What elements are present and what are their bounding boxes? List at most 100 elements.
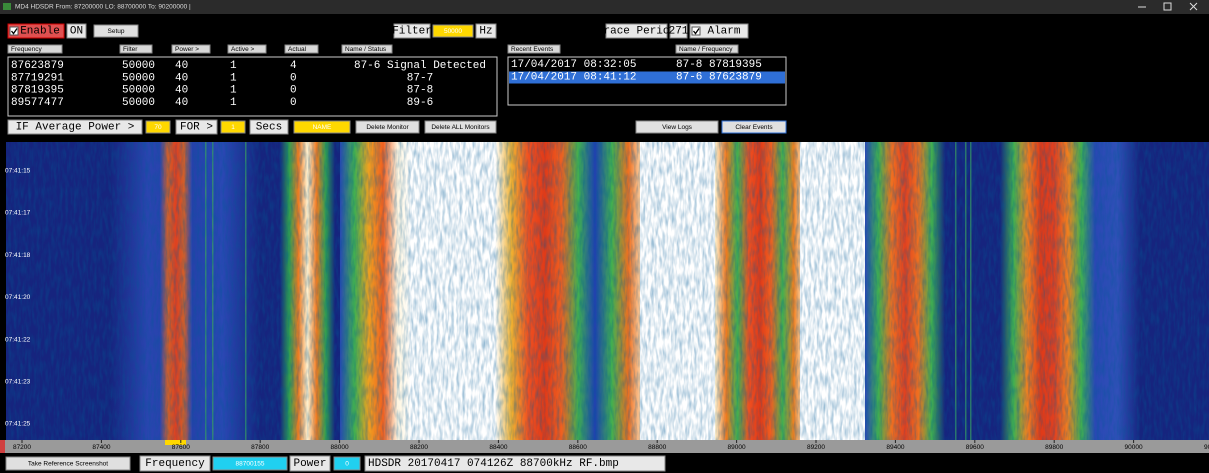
column-header-text: Actual [288, 46, 307, 53]
monitor-cell: 89577477 [11, 97, 64, 109]
freq-tick-label: 90200 [1204, 444, 1209, 451]
clear-events-button-text: Clear Events [735, 124, 773, 131]
time-label: 07:41:22 [5, 336, 31, 343]
delete-monitor-button[interactable]: Delete Monitor [355, 120, 420, 134]
clear-events-button-bg [721, 120, 787, 134]
filter-label: Filter [392, 23, 432, 39]
monitor-list[interactable] [7, 56, 498, 117]
check-mark[interactable] [692, 28, 700, 35]
freq-tick-label: 88800 [648, 444, 666, 451]
column-header-text: Active > [231, 46, 255, 53]
screenshot-button[interactable]: Take Reference Screenshot [5, 456, 131, 471]
hz-label-text: Hz [479, 26, 492, 38]
if-power-label: IF Average Power > [7, 119, 143, 135]
setup-button-text: Setup [108, 28, 125, 35]
power-label-bg [289, 455, 331, 472]
filter-label-text: Filter [392, 26, 432, 38]
tuned-marker[interactable] [165, 440, 186, 445]
monitor-cell: 1 [230, 97, 237, 109]
grace-value[interactable]: 271 [669, 23, 689, 39]
events-header-bg [507, 44, 561, 54]
filter-value[interactable]: 50000 [432, 24, 474, 38]
column-header-text: Power > [175, 46, 199, 53]
view-logs-button[interactable]: View Logs [635, 120, 719, 134]
freq-tick-label: 88000 [331, 444, 349, 451]
for-label-text: FOR > [180, 122, 213, 134]
check-mark[interactable] [10, 28, 18, 35]
setup-button[interactable]: Setup [93, 24, 139, 38]
events-header-bg [675, 44, 739, 54]
monitor-cell: 87719291 [11, 72, 64, 84]
name-input[interactable]: NAME [293, 120, 351, 134]
freq-tick-label: 89200 [807, 444, 825, 451]
freq-tick-label: 89800 [1045, 444, 1063, 451]
window-controls[interactable] [1138, 2, 1198, 11]
column-header-text: Filter [123, 46, 138, 53]
if-power-label-text: IF Average Power > [16, 122, 135, 134]
alarm-toggle-bg [689, 23, 749, 39]
monitor-cell: 50000 [122, 85, 155, 97]
monitor-cell: 50000 [122, 72, 155, 84]
close[interactable] [1189, 2, 1198, 11]
power-threshold[interactable]: 70 [145, 120, 171, 134]
freq-tick-label: 89000 [728, 444, 746, 451]
grace-value-text: 271 [669, 26, 689, 38]
clear-events-button[interactable]: Clear Events [721, 120, 787, 134]
power-value: 0 [333, 456, 361, 471]
window-title: MD4 HDSDR From: 87200000 LO: 88700000 To… [15, 4, 191, 11]
freq-tick-label: 88600 [569, 444, 587, 451]
monitor-cell: 87623879 [11, 60, 64, 72]
maximize[interactable] [1163, 2, 1172, 11]
column-header: Frequency [7, 44, 63, 54]
grace-label: Grace Period [597, 23, 676, 39]
time-label: 07:41:25 [5, 421, 31, 428]
monitor-cell: 1 [230, 72, 237, 84]
column-header-bg [171, 44, 211, 54]
freq-tick-label: 89600 [966, 444, 984, 451]
secs-value[interactable]: 1 [220, 120, 246, 134]
column-header-bg [227, 44, 267, 54]
left-strip [0, 142, 6, 440]
monitor-cell: 40 [175, 85, 188, 97]
enable-toggle[interactable]: Enable [7, 23, 65, 39]
monitor-cell: 40 [175, 60, 188, 72]
secs-value-bg [220, 120, 246, 134]
delete-all-button[interactable]: Delete ALL Monitors [424, 120, 497, 134]
secs-label: Secs [249, 119, 289, 135]
freq-tick-label: 89400 [886, 444, 904, 451]
monitor-cell: 0 [290, 72, 297, 84]
column-header-text: Frequency [11, 46, 42, 53]
checkbox[interactable] [691, 26, 701, 36]
hz-label-bg [475, 23, 497, 39]
axis-end [0, 440, 5, 453]
alarm-toggle-text: Alarm [707, 26, 740, 38]
monitor-cell: 50000 [122, 97, 155, 109]
delete-monitor-button-text: Delete Monitor [366, 124, 409, 131]
file-label-text: HDSDR 20170417 074126Z 88700kHz RF.bmp [368, 458, 619, 470]
frequency-label-text: Frequency [145, 458, 205, 470]
event-time: 17/04/2017 08:32:05 [511, 59, 636, 71]
selected-event[interactable] [509, 71, 785, 84]
time-label: 07:41:23 [5, 379, 31, 386]
view-logs-button-bg [635, 120, 719, 134]
if-power-label-bg [7, 119, 143, 135]
alarm-toggle[interactable]: Alarm [689, 23, 749, 39]
on-button[interactable]: ON [66, 23, 87, 39]
filter-value-bg [432, 24, 474, 38]
delete-all-button-text: Delete ALL Monitors [431, 124, 490, 131]
time-label: 07:41:17 [5, 210, 31, 217]
title-bar [0, 0, 1209, 14]
checkbox[interactable] [9, 26, 19, 36]
freq-tick-label: 88200 [410, 444, 428, 451]
event-time: 17/04/2017 08:41:12 [511, 72, 636, 84]
column-header-text: Name / Status [345, 46, 387, 53]
app-icon [3, 3, 11, 10]
on-button-text: ON [70, 26, 83, 38]
delete-monitor-button-bg [355, 120, 420, 134]
column-header: Power > [171, 44, 211, 54]
name-input-bg [293, 120, 351, 134]
time-label: 07:41:15 [5, 168, 31, 175]
filter-label-bg [393, 23, 431, 39]
